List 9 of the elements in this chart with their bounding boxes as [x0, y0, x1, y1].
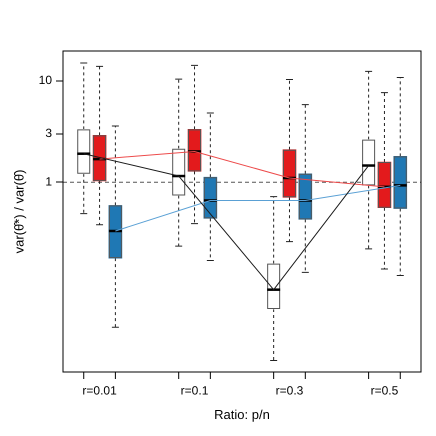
x-tick-label: r=0.01: [82, 384, 118, 398]
y-axis-title: var(θ̂*) / var(θ̂): [11, 170, 26, 254]
x-tick-label: r=0.5: [370, 384, 399, 398]
y-tick-label: 10: [38, 73, 52, 88]
y-tick-label: 1: [45, 174, 52, 188]
x-tick-label: r=0.1: [180, 384, 209, 398]
x-tick-label: r=0.3: [276, 384, 304, 398]
x-axis-title: Ratio: p/n: [214, 406, 270, 422]
y-tick-label: 3: [45, 126, 52, 140]
